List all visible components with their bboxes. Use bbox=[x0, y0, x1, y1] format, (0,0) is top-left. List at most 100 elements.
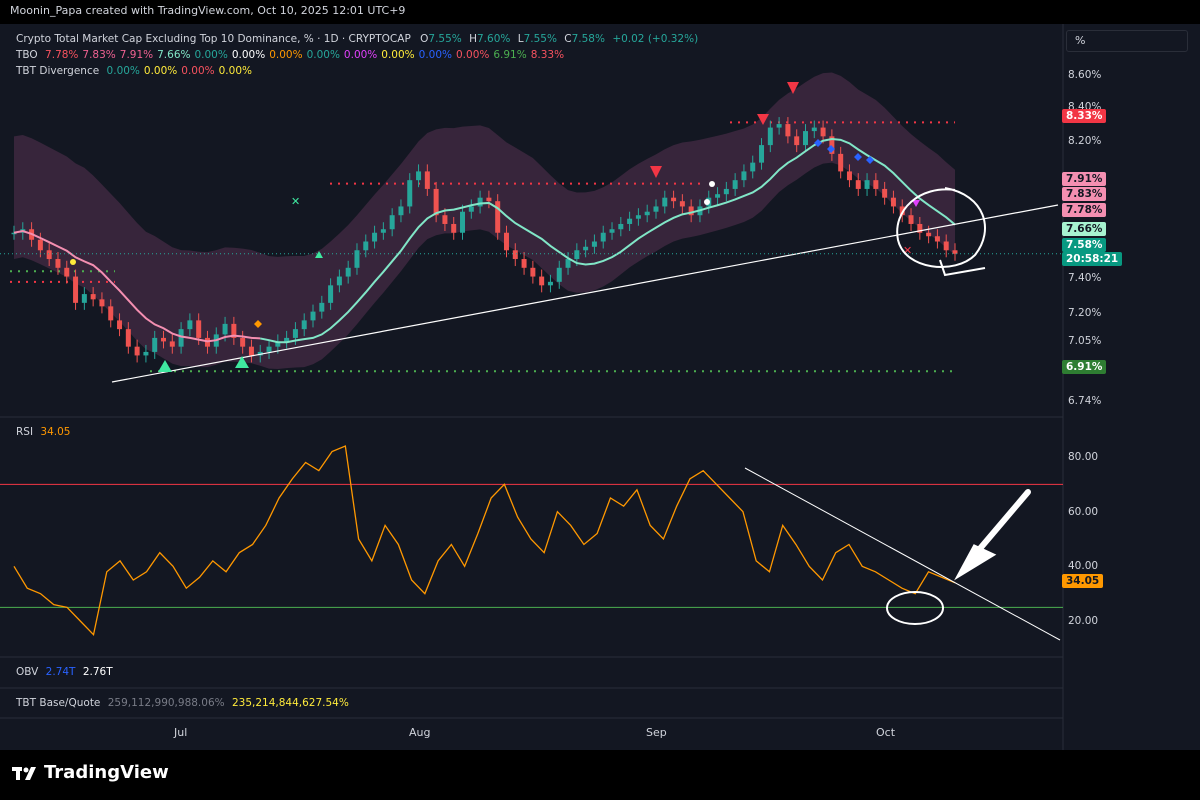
candle-body bbox=[838, 153, 844, 172]
tbo-values: 7.78% 7.83% 7.91% 7.66% 0.00% 0.00% 0.00% 0.00%… bbox=[41, 49, 564, 61]
candle-body bbox=[855, 180, 861, 189]
candle-body bbox=[688, 206, 694, 216]
dot-marker bbox=[709, 181, 715, 187]
candle-body bbox=[81, 294, 87, 303]
rsi-annotation-circle bbox=[886, 591, 944, 625]
tbo-value: 0.00% bbox=[306, 49, 340, 61]
trendline bbox=[111, 204, 1059, 383]
divergence-label: TBT Divergence bbox=[16, 65, 100, 77]
candle-body bbox=[99, 299, 105, 307]
rsi-tag: 34.05 bbox=[1062, 574, 1104, 588]
rsi-tick: 60.00 bbox=[1068, 506, 1099, 518]
candle-body bbox=[108, 306, 114, 321]
tbo-value: 7.66% bbox=[157, 49, 191, 61]
candle-body bbox=[90, 294, 96, 300]
tbo-value: 7.83% bbox=[82, 49, 116, 61]
price-tag-countdown: 20:58:21 bbox=[1062, 252, 1123, 266]
candle-body bbox=[547, 281, 553, 286]
candle-body bbox=[926, 232, 932, 237]
tbo-value: 6.91% bbox=[493, 49, 527, 61]
tbo-legend: TBO 7.78% 7.83% 7.91% 7.66% 0.00% 0.00% 0.00% 0… bbox=[16, 49, 564, 61]
time-label: Jul bbox=[174, 726, 188, 739]
credit-text: Moonin_Papa created with TradingView.com… bbox=[10, 4, 406, 17]
tbt-base-label: TBT Base/Quote bbox=[16, 697, 101, 709]
candle-body bbox=[521, 259, 527, 268]
divergence-value: 0.00% bbox=[143, 65, 178, 77]
candle-body bbox=[266, 346, 272, 352]
obv-value-1: 2.74T bbox=[45, 666, 76, 678]
tbo-value: 7.91% bbox=[119, 49, 154, 61]
tbo-value: 7.78% bbox=[45, 49, 79, 61]
diamond-marker bbox=[814, 139, 822, 147]
diamond-marker bbox=[254, 320, 262, 328]
candle-body bbox=[715, 194, 721, 198]
candle-body bbox=[679, 201, 685, 207]
candle-body bbox=[486, 197, 492, 202]
candle-body bbox=[574, 250, 580, 260]
candle-body bbox=[64, 267, 70, 277]
brand-logo[interactable]: TradingView bbox=[12, 762, 169, 783]
candle-body bbox=[363, 241, 369, 251]
candle-body bbox=[539, 276, 545, 286]
low-label: L bbox=[517, 33, 524, 45]
price-tick: 8.20% bbox=[1068, 135, 1102, 147]
candle-body bbox=[319, 302, 325, 312]
tbo-value: 0.00% bbox=[269, 49, 303, 61]
footer-bar bbox=[0, 750, 1200, 800]
candle-body bbox=[609, 229, 615, 233]
high-label: H bbox=[469, 33, 477, 45]
candle-body bbox=[556, 267, 562, 282]
time-label: Sep bbox=[646, 726, 667, 739]
candle-body bbox=[644, 211, 650, 216]
candle-body bbox=[222, 323, 228, 335]
obv-value-2: 2.76T bbox=[82, 666, 113, 678]
candle-body bbox=[820, 127, 826, 137]
candle-body bbox=[169, 341, 175, 347]
candle-body bbox=[284, 337, 290, 342]
scale-mode-box[interactable]: % bbox=[1066, 30, 1188, 52]
candle-body bbox=[627, 218, 633, 224]
main-legend: Crypto Total Market Cap Excluding Top 10… bbox=[16, 33, 698, 45]
price-tag-tbo: 7.83% bbox=[1062, 187, 1107, 201]
rsi-legend: RSI 34.05 bbox=[16, 426, 70, 438]
candle-body bbox=[662, 197, 668, 207]
candle-body bbox=[55, 259, 61, 268]
candle-body bbox=[591, 241, 597, 247]
low-value: 7.55% bbox=[523, 33, 557, 45]
time-label: Oct bbox=[876, 726, 896, 739]
candle-body bbox=[934, 236, 940, 242]
candle-body bbox=[442, 215, 448, 224]
divergence-value: 0.00% bbox=[181, 65, 215, 77]
candle-body bbox=[618, 223, 624, 230]
candle-body bbox=[811, 127, 817, 132]
candle-body bbox=[301, 320, 307, 330]
rsi-tick: 80.00 bbox=[1068, 451, 1099, 463]
annotation-circle bbox=[896, 187, 986, 277]
rsi-value: 34.05 bbox=[40, 426, 71, 438]
candle-body bbox=[565, 259, 571, 268]
candle-body bbox=[372, 232, 378, 242]
price-tick: 7.05% bbox=[1068, 335, 1102, 347]
obv-legend: OBV 2.74T 2.76T bbox=[16, 666, 113, 678]
tbo-value: 0.00% bbox=[231, 49, 266, 61]
candle-body bbox=[354, 250, 360, 268]
obv-label: OBV bbox=[16, 666, 39, 678]
buy-signal-marker bbox=[315, 251, 323, 258]
candle-body bbox=[73, 276, 79, 303]
candle-body bbox=[187, 320, 193, 330]
diamond-marker bbox=[827, 145, 835, 153]
candle-body bbox=[671, 197, 677, 202]
time-label: Aug bbox=[409, 726, 431, 739]
candle-body bbox=[583, 246, 589, 251]
open-label: O bbox=[420, 33, 429, 45]
dot-marker bbox=[70, 259, 76, 265]
rsi-tick: 40.00 bbox=[1068, 560, 1099, 572]
candle-body bbox=[416, 171, 422, 181]
divergence-legend: TBT Divergence 0.00% 0.00% 0.00% 0.00% bbox=[16, 65, 252, 77]
high-value: 7.60% bbox=[477, 33, 511, 45]
candle-body bbox=[248, 346, 254, 356]
price-tag-resistance: 8.33% bbox=[1062, 109, 1107, 123]
price-tag-last: 7.58% bbox=[1062, 238, 1107, 252]
annotation-arrow bbox=[954, 489, 1031, 581]
